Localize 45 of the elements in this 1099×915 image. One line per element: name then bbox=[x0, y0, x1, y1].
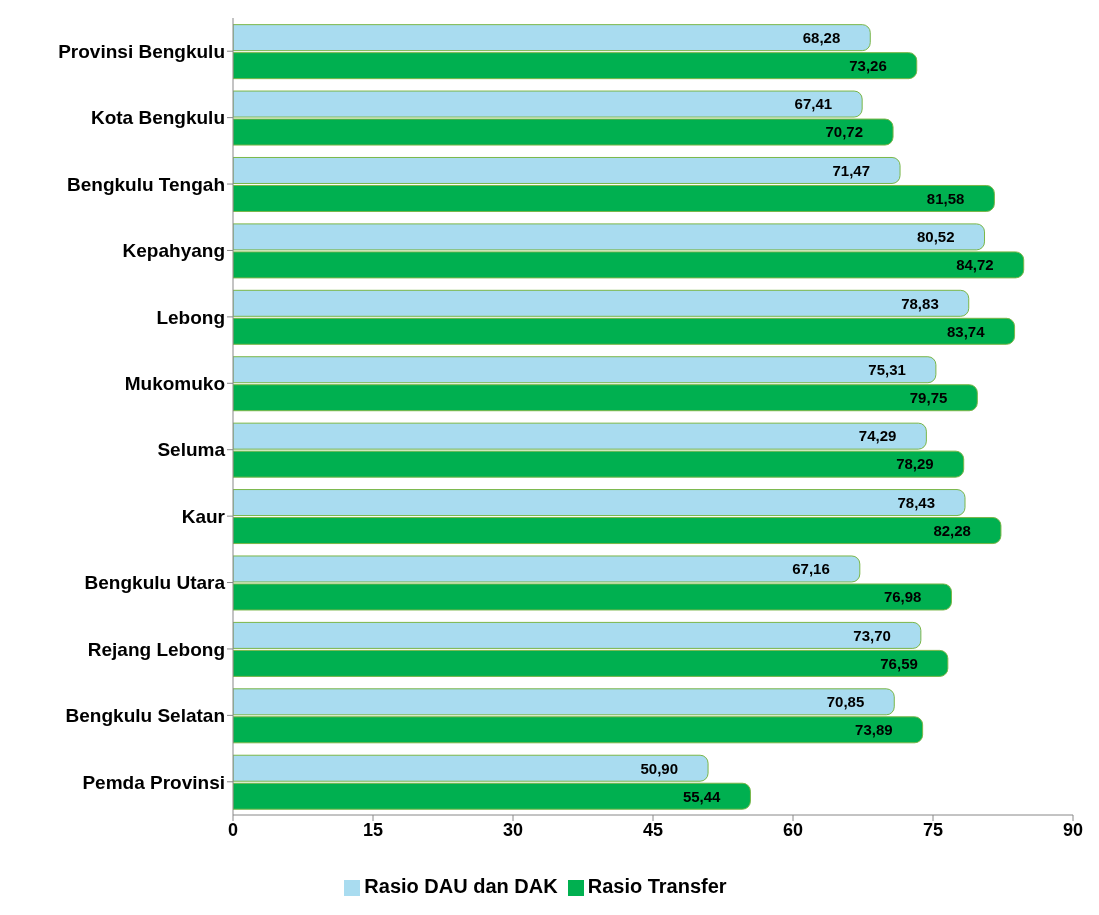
data-label: 82,28 bbox=[933, 521, 971, 539]
y-tick-label: Lebong bbox=[156, 306, 225, 328]
data-label: 71,47 bbox=[832, 161, 871, 179]
y-tick-label: Bengkulu Tengah bbox=[67, 173, 225, 195]
data-label: 67,41 bbox=[794, 95, 833, 113]
y-tick-label: Provinsi Bengkulu bbox=[58, 40, 225, 62]
data-label: 70,72 bbox=[825, 123, 864, 141]
data-label: 78,83 bbox=[901, 294, 939, 312]
data-label: 78,29 bbox=[896, 455, 934, 473]
data-label: 84,72 bbox=[956, 256, 994, 274]
data-label: 74,29 bbox=[858, 427, 897, 445]
data-label: 73,70 bbox=[853, 626, 891, 644]
data-label: 81,58 bbox=[926, 189, 965, 207]
y-tick-label: Kaur bbox=[181, 505, 226, 527]
legend-label: Rasio Transfer bbox=[587, 875, 727, 897]
data-label: 83,74 bbox=[947, 322, 986, 340]
x-tick-label: 0 bbox=[227, 819, 239, 840]
y-tick-label: Kepahyang bbox=[122, 240, 225, 262]
data-label: 79,75 bbox=[909, 389, 948, 407]
data-label: 75,31 bbox=[868, 361, 906, 379]
data-label: 76,98 bbox=[883, 588, 922, 606]
y-tick-label: Bengkulu Selatan bbox=[65, 705, 225, 727]
y-tick-label: Pemda Provinsi bbox=[82, 771, 225, 793]
y-tick-label: Rejang Lebong bbox=[87, 638, 225, 660]
x-tick-label: 90 bbox=[1062, 819, 1084, 840]
data-label: 73,26 bbox=[849, 56, 887, 74]
y-tick-label: Mukomuko bbox=[124, 373, 225, 395]
data-label: 68,28 bbox=[802, 28, 841, 46]
x-tick-label: 60 bbox=[782, 819, 804, 840]
data-label: 55,44 bbox=[682, 787, 722, 805]
data-label: 67,16 bbox=[792, 560, 830, 578]
data-label: 76,59 bbox=[880, 654, 918, 672]
x-tick-label: 15 bbox=[362, 819, 384, 840]
data-label: 73,89 bbox=[855, 721, 893, 739]
data-label: 70,85 bbox=[826, 693, 865, 711]
x-tick-label: 30 bbox=[502, 819, 524, 840]
y-tick-label: Seluma bbox=[157, 439, 226, 461]
legend-label: Rasio DAU dan DAK bbox=[364, 875, 558, 897]
x-tick-label: 75 bbox=[922, 819, 944, 840]
x-tick-label: 45 bbox=[642, 819, 664, 840]
y-tick-label: Kota Bengkulu bbox=[90, 107, 225, 129]
data-label: 50,90 bbox=[640, 759, 679, 777]
data-label: 78,43 bbox=[897, 493, 936, 511]
y-tick-label: Bengkulu Utara bbox=[84, 572, 226, 594]
data-label: 80,52 bbox=[916, 228, 955, 246]
